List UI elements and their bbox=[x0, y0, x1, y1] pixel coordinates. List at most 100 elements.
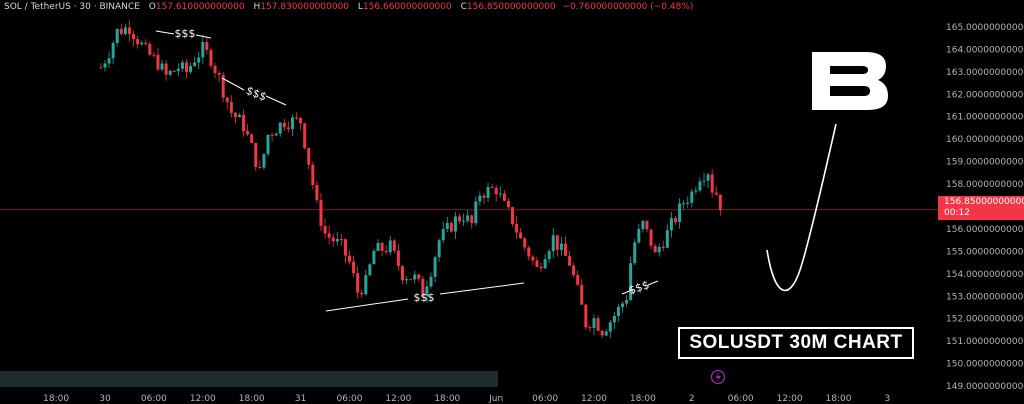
x-tick-label: 06:00 bbox=[141, 394, 167, 404]
candle-body bbox=[127, 27, 131, 35]
change-value: −0.760000000000 (−0.48%) bbox=[562, 2, 694, 12]
candle-body bbox=[686, 202, 690, 204]
candle-body bbox=[535, 260, 539, 267]
candle-body bbox=[515, 223, 519, 233]
candle-body bbox=[608, 322, 612, 332]
candle-body bbox=[233, 112, 237, 118]
session-band bbox=[0, 371, 498, 387]
candle-body bbox=[311, 164, 315, 185]
candle-body bbox=[527, 247, 531, 257]
candle-body bbox=[201, 42, 205, 58]
candle-body bbox=[604, 331, 608, 336]
x-tick-label: Jun bbox=[488, 394, 503, 404]
liquidity-line bbox=[221, 77, 245, 91]
candle-body bbox=[380, 243, 384, 251]
candle-body bbox=[421, 278, 425, 297]
candle-body bbox=[441, 229, 445, 241]
candle-body bbox=[665, 230, 669, 248]
low-label: L bbox=[357, 2, 363, 12]
candle-body bbox=[425, 286, 429, 297]
candle-body bbox=[372, 250, 376, 265]
candle-body bbox=[653, 245, 657, 253]
candle-body bbox=[205, 42, 209, 50]
candle-body bbox=[437, 240, 441, 258]
candle-body bbox=[445, 223, 449, 230]
candle-body bbox=[262, 153, 266, 168]
candle-body bbox=[270, 134, 274, 136]
candle-body bbox=[449, 223, 453, 232]
candle-body bbox=[376, 243, 380, 251]
candle-body bbox=[237, 114, 241, 118]
candle-body bbox=[409, 279, 413, 281]
candle-body bbox=[572, 265, 576, 276]
candle-body bbox=[470, 215, 474, 224]
close-value: 156.850000000000 bbox=[466, 2, 556, 12]
candle-body bbox=[498, 193, 502, 195]
candle-body bbox=[474, 201, 478, 224]
candle-body bbox=[584, 304, 588, 328]
candle-body bbox=[303, 123, 307, 148]
candle-body bbox=[140, 42, 144, 45]
candle-body bbox=[107, 58, 111, 64]
liquidity-line bbox=[647, 280, 659, 286]
flash-icon[interactable] bbox=[710, 369, 726, 385]
candle-body bbox=[637, 229, 641, 243]
bar-countdown: 00:12 bbox=[944, 208, 970, 218]
candle-body bbox=[592, 318, 596, 328]
liquidity-line bbox=[439, 282, 525, 295]
candle-body bbox=[400, 266, 404, 281]
candle-body bbox=[674, 218, 677, 222]
grid-layer bbox=[0, 209, 938, 387]
candle-body bbox=[466, 215, 470, 221]
x-tick-label: 12:00 bbox=[777, 394, 803, 404]
candle-body bbox=[229, 101, 233, 113]
x-tick-label: 06:00 bbox=[728, 394, 754, 404]
candle-body bbox=[629, 263, 633, 301]
candle-body bbox=[661, 246, 665, 248]
candle-body bbox=[482, 195, 486, 198]
candle-body bbox=[225, 97, 229, 102]
projection-curve bbox=[766, 123, 837, 292]
candle-body bbox=[315, 184, 319, 201]
candle-body bbox=[506, 200, 510, 208]
candle-body bbox=[690, 191, 694, 203]
candle-body bbox=[621, 303, 625, 308]
candle-body bbox=[539, 266, 543, 269]
liquidity-line bbox=[155, 30, 175, 35]
candle-body bbox=[641, 220, 645, 230]
candle-body bbox=[103, 63, 107, 68]
liquidity-label: $$$ bbox=[414, 291, 435, 304]
liquidity-line bbox=[265, 95, 287, 106]
candle-body bbox=[335, 239, 339, 242]
candle-body bbox=[694, 190, 698, 192]
candle-body bbox=[698, 181, 702, 191]
candle-body bbox=[258, 167, 262, 169]
flash-icon-bolt bbox=[715, 372, 721, 382]
candle-body bbox=[136, 39, 140, 45]
candle-body bbox=[657, 246, 661, 253]
candle-body bbox=[596, 318, 600, 331]
candle-body bbox=[633, 242, 637, 264]
candle-body bbox=[543, 259, 547, 269]
x-tick-label: 12:00 bbox=[385, 394, 411, 404]
candle-body bbox=[176, 68, 180, 72]
x-tick-label: 18:00 bbox=[43, 394, 69, 404]
open-value: 157.610000000000 bbox=[155, 2, 245, 12]
candle-body bbox=[132, 34, 136, 40]
candle-body bbox=[612, 315, 616, 323]
candle-body bbox=[278, 122, 282, 134]
symbol-label: SOL / TetherUS · 30 · BINANCE bbox=[4, 2, 140, 12]
candle-body bbox=[197, 57, 201, 63]
candle-body bbox=[242, 114, 246, 132]
